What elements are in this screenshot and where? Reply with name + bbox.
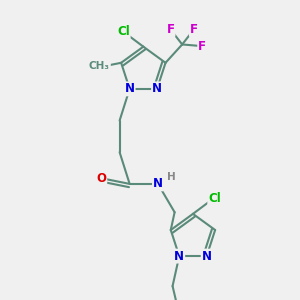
Text: N: N [202, 250, 212, 262]
Text: H: H [167, 172, 176, 182]
Text: F: F [198, 40, 206, 52]
Text: CH₃: CH₃ [89, 61, 110, 71]
Text: N: N [152, 82, 162, 95]
Text: F: F [167, 23, 175, 36]
Text: O: O [96, 172, 106, 185]
Text: Cl: Cl [208, 192, 221, 206]
Text: N: N [174, 250, 184, 262]
Text: F: F [190, 23, 198, 36]
Text: N: N [124, 82, 135, 95]
Text: Cl: Cl [117, 25, 130, 38]
Text: N: N [153, 177, 163, 190]
